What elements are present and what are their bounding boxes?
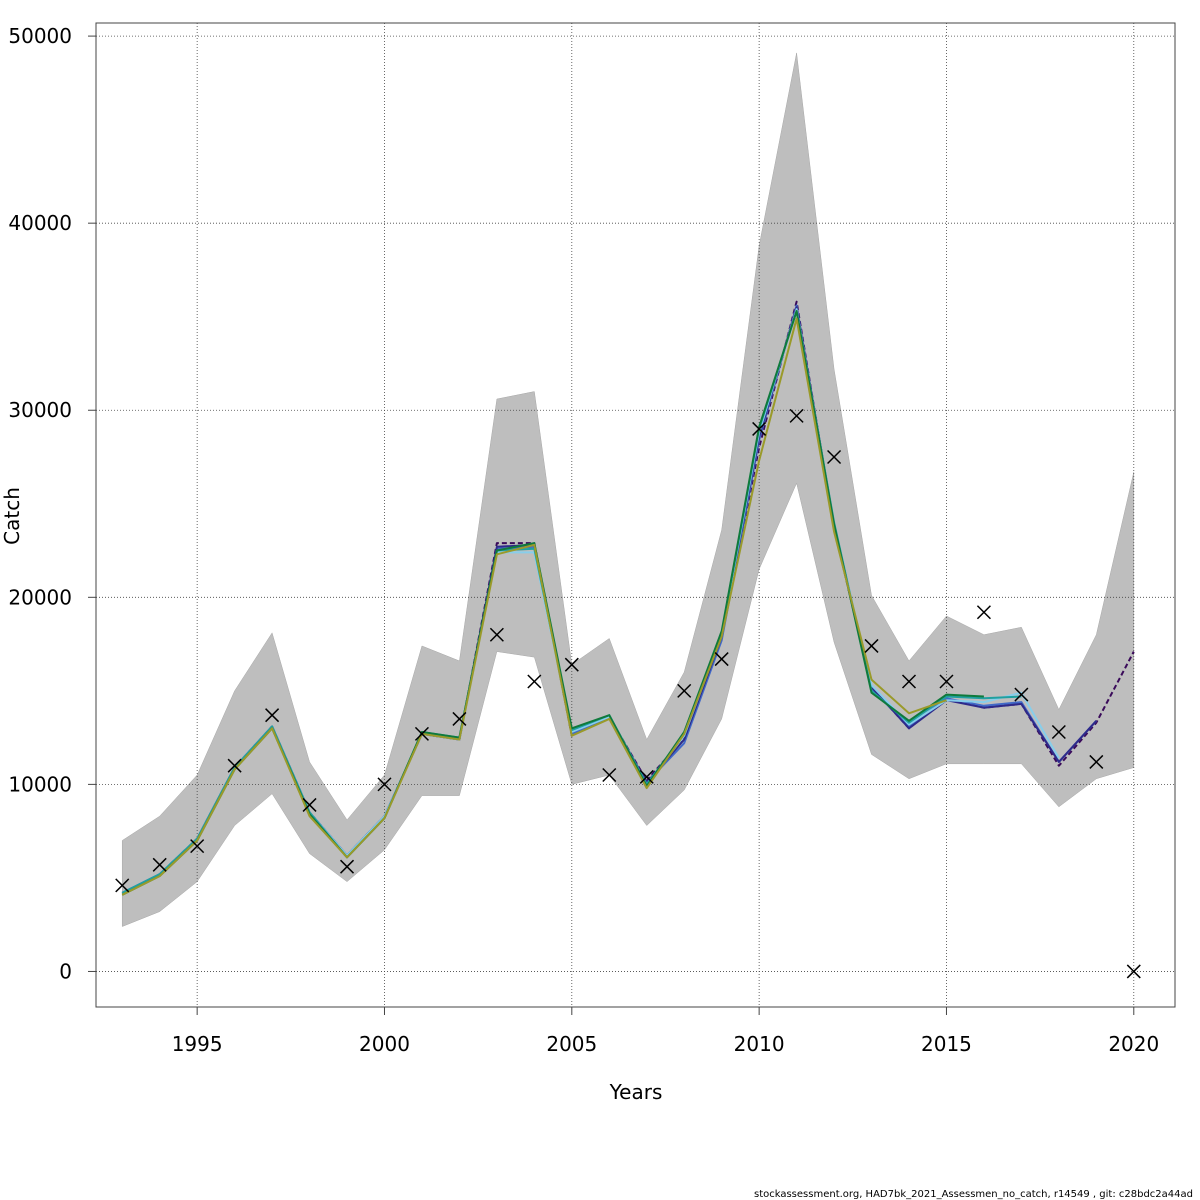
observed-point [976, 605, 991, 620]
observed-catch-markers [115, 408, 1141, 979]
marker-stroke [976, 605, 991, 620]
x-tick-label: 2020 [1108, 1032, 1159, 1056]
marker-stroke [1126, 964, 1141, 979]
x-axis-title: Years [609, 1080, 663, 1104]
y-tick-label: 40000 [8, 211, 72, 235]
observed-point [1126, 964, 1141, 979]
x-tick-label: 2005 [546, 1032, 597, 1056]
series-line-4 [121, 308, 1060, 894]
marker-stroke [339, 859, 355, 874]
observed-point [1051, 724, 1066, 740]
observed-point [564, 657, 579, 672]
marker-stroke [939, 674, 954, 689]
confidence-band [121, 52, 1135, 927]
observed-point [827, 449, 842, 465]
marker-stroke [377, 777, 392, 792]
observed-point [789, 408, 804, 423]
marker-stroke [714, 652, 729, 667]
y-tick-label: 10000 [8, 772, 72, 796]
observed-point [864, 638, 879, 653]
x-axis-ticks: 1995 2000 2005 2010 2015 2020 [172, 1007, 1159, 1056]
observed-point [489, 627, 504, 642]
marker-stroke [827, 449, 842, 465]
marker-stroke [527, 674, 542, 689]
observed-point [227, 758, 242, 773]
plot-frame [95, 22, 1176, 1008]
marker-stroke [302, 797, 317, 812]
observed-point [265, 708, 280, 723]
marker-stroke [602, 768, 617, 783]
series-line-2 [121, 304, 1098, 894]
y-tick-label: 30000 [8, 398, 72, 422]
observed-point [115, 878, 130, 893]
marker-stroke [227, 758, 242, 773]
marker-stroke [752, 421, 767, 436]
y-axis-title: Catch [0, 487, 24, 545]
observed-point [677, 683, 692, 698]
observed-point [452, 711, 467, 726]
marker-stroke [190, 839, 205, 854]
x-tick-label: 2010 [734, 1032, 785, 1056]
marker-stroke [115, 878, 130, 893]
marker-stroke [152, 857, 167, 872]
series-lines [121, 300, 1135, 896]
y-axis-ticks: 0 10000 20000 30000 40000 50000 [8, 24, 96, 983]
gridlines [96, 23, 1175, 1007]
marker-stroke [564, 657, 579, 672]
observed-point [414, 726, 429, 741]
x-tick-label: 2000 [359, 1032, 410, 1056]
x-tick-label: 1995 [172, 1032, 223, 1056]
observed-point [152, 857, 167, 872]
marker-stroke [677, 683, 692, 698]
observed-point [714, 652, 729, 667]
observed-point [1089, 754, 1104, 769]
observed-point [190, 839, 205, 854]
marker-stroke [452, 711, 467, 726]
footer-note: stockassessment.org, HAD7bk_2021_Assessm… [754, 1189, 1193, 1200]
marker-stroke [265, 708, 280, 723]
observed-point [639, 769, 654, 784]
marker-stroke [901, 674, 917, 689]
marker-stroke [1089, 754, 1104, 769]
marker-stroke [414, 726, 429, 741]
marker-stroke [639, 769, 654, 784]
observed-point [752, 421, 767, 436]
observed-point [939, 674, 954, 689]
y-tick-label: 20000 [8, 585, 72, 609]
observed-point [377, 777, 392, 792]
observed-point [1014, 687, 1029, 702]
marker-stroke [1014, 687, 1029, 702]
y-tick-label: 50000 [8, 24, 72, 48]
y-tick-label: 0 [59, 959, 72, 983]
marker-stroke [864, 638, 879, 653]
observed-point [527, 674, 542, 689]
observed-point [302, 797, 317, 812]
marker-stroke [489, 627, 504, 642]
observed-point [602, 768, 617, 783]
x-tick-label: 2015 [921, 1032, 972, 1056]
series-line-3 [121, 306, 1098, 894]
observed-point [339, 859, 355, 874]
observed-point [901, 674, 917, 689]
marker-stroke [789, 408, 804, 423]
series-line-7 [121, 317, 947, 896]
marker-stroke [1051, 724, 1066, 740]
confidence-band-layer [121, 52, 1135, 927]
